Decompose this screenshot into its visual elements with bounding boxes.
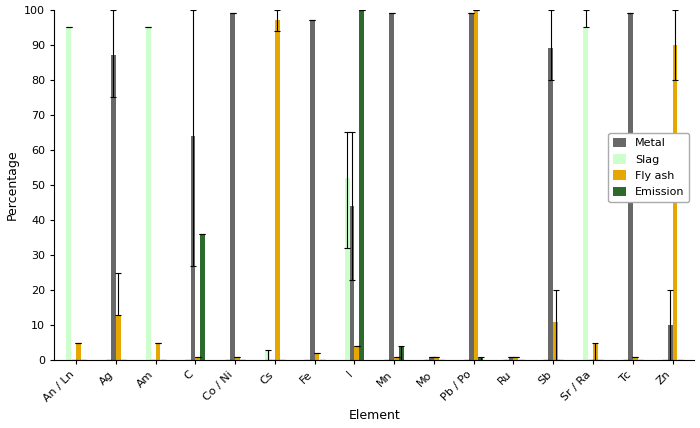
Bar xyxy=(509,357,514,360)
Bar xyxy=(314,353,319,360)
Y-axis label: Percentage: Percentage xyxy=(6,150,19,220)
Bar xyxy=(265,350,270,360)
Bar xyxy=(200,234,205,360)
Bar xyxy=(230,13,235,360)
Bar xyxy=(553,322,558,360)
Bar xyxy=(349,206,354,360)
Bar xyxy=(429,357,434,360)
Bar xyxy=(469,13,474,360)
Bar xyxy=(111,55,116,360)
Bar xyxy=(628,13,633,360)
Bar xyxy=(345,178,349,360)
Bar xyxy=(399,346,404,360)
Legend: Metal, Slag, Fly ash, Emission: Metal, Slag, Fly ash, Emission xyxy=(608,133,689,202)
Bar xyxy=(434,357,439,360)
Bar xyxy=(633,357,638,360)
Bar xyxy=(66,27,71,360)
Bar xyxy=(593,343,598,360)
Bar xyxy=(116,315,120,360)
Bar xyxy=(235,357,240,360)
X-axis label: Element: Element xyxy=(349,410,400,422)
Bar xyxy=(190,136,195,360)
Bar xyxy=(584,27,588,360)
Bar xyxy=(474,9,479,360)
Bar xyxy=(673,45,678,360)
Bar xyxy=(394,357,399,360)
Bar xyxy=(389,13,394,360)
Bar xyxy=(479,357,483,360)
Bar xyxy=(155,343,160,360)
Bar xyxy=(359,9,364,360)
Bar xyxy=(549,48,553,360)
Bar xyxy=(76,343,80,360)
Bar xyxy=(275,20,279,360)
Bar xyxy=(146,27,150,360)
Bar xyxy=(195,357,200,360)
Bar xyxy=(354,346,359,360)
Bar xyxy=(310,20,314,360)
Bar xyxy=(514,357,518,360)
Bar xyxy=(668,325,673,360)
